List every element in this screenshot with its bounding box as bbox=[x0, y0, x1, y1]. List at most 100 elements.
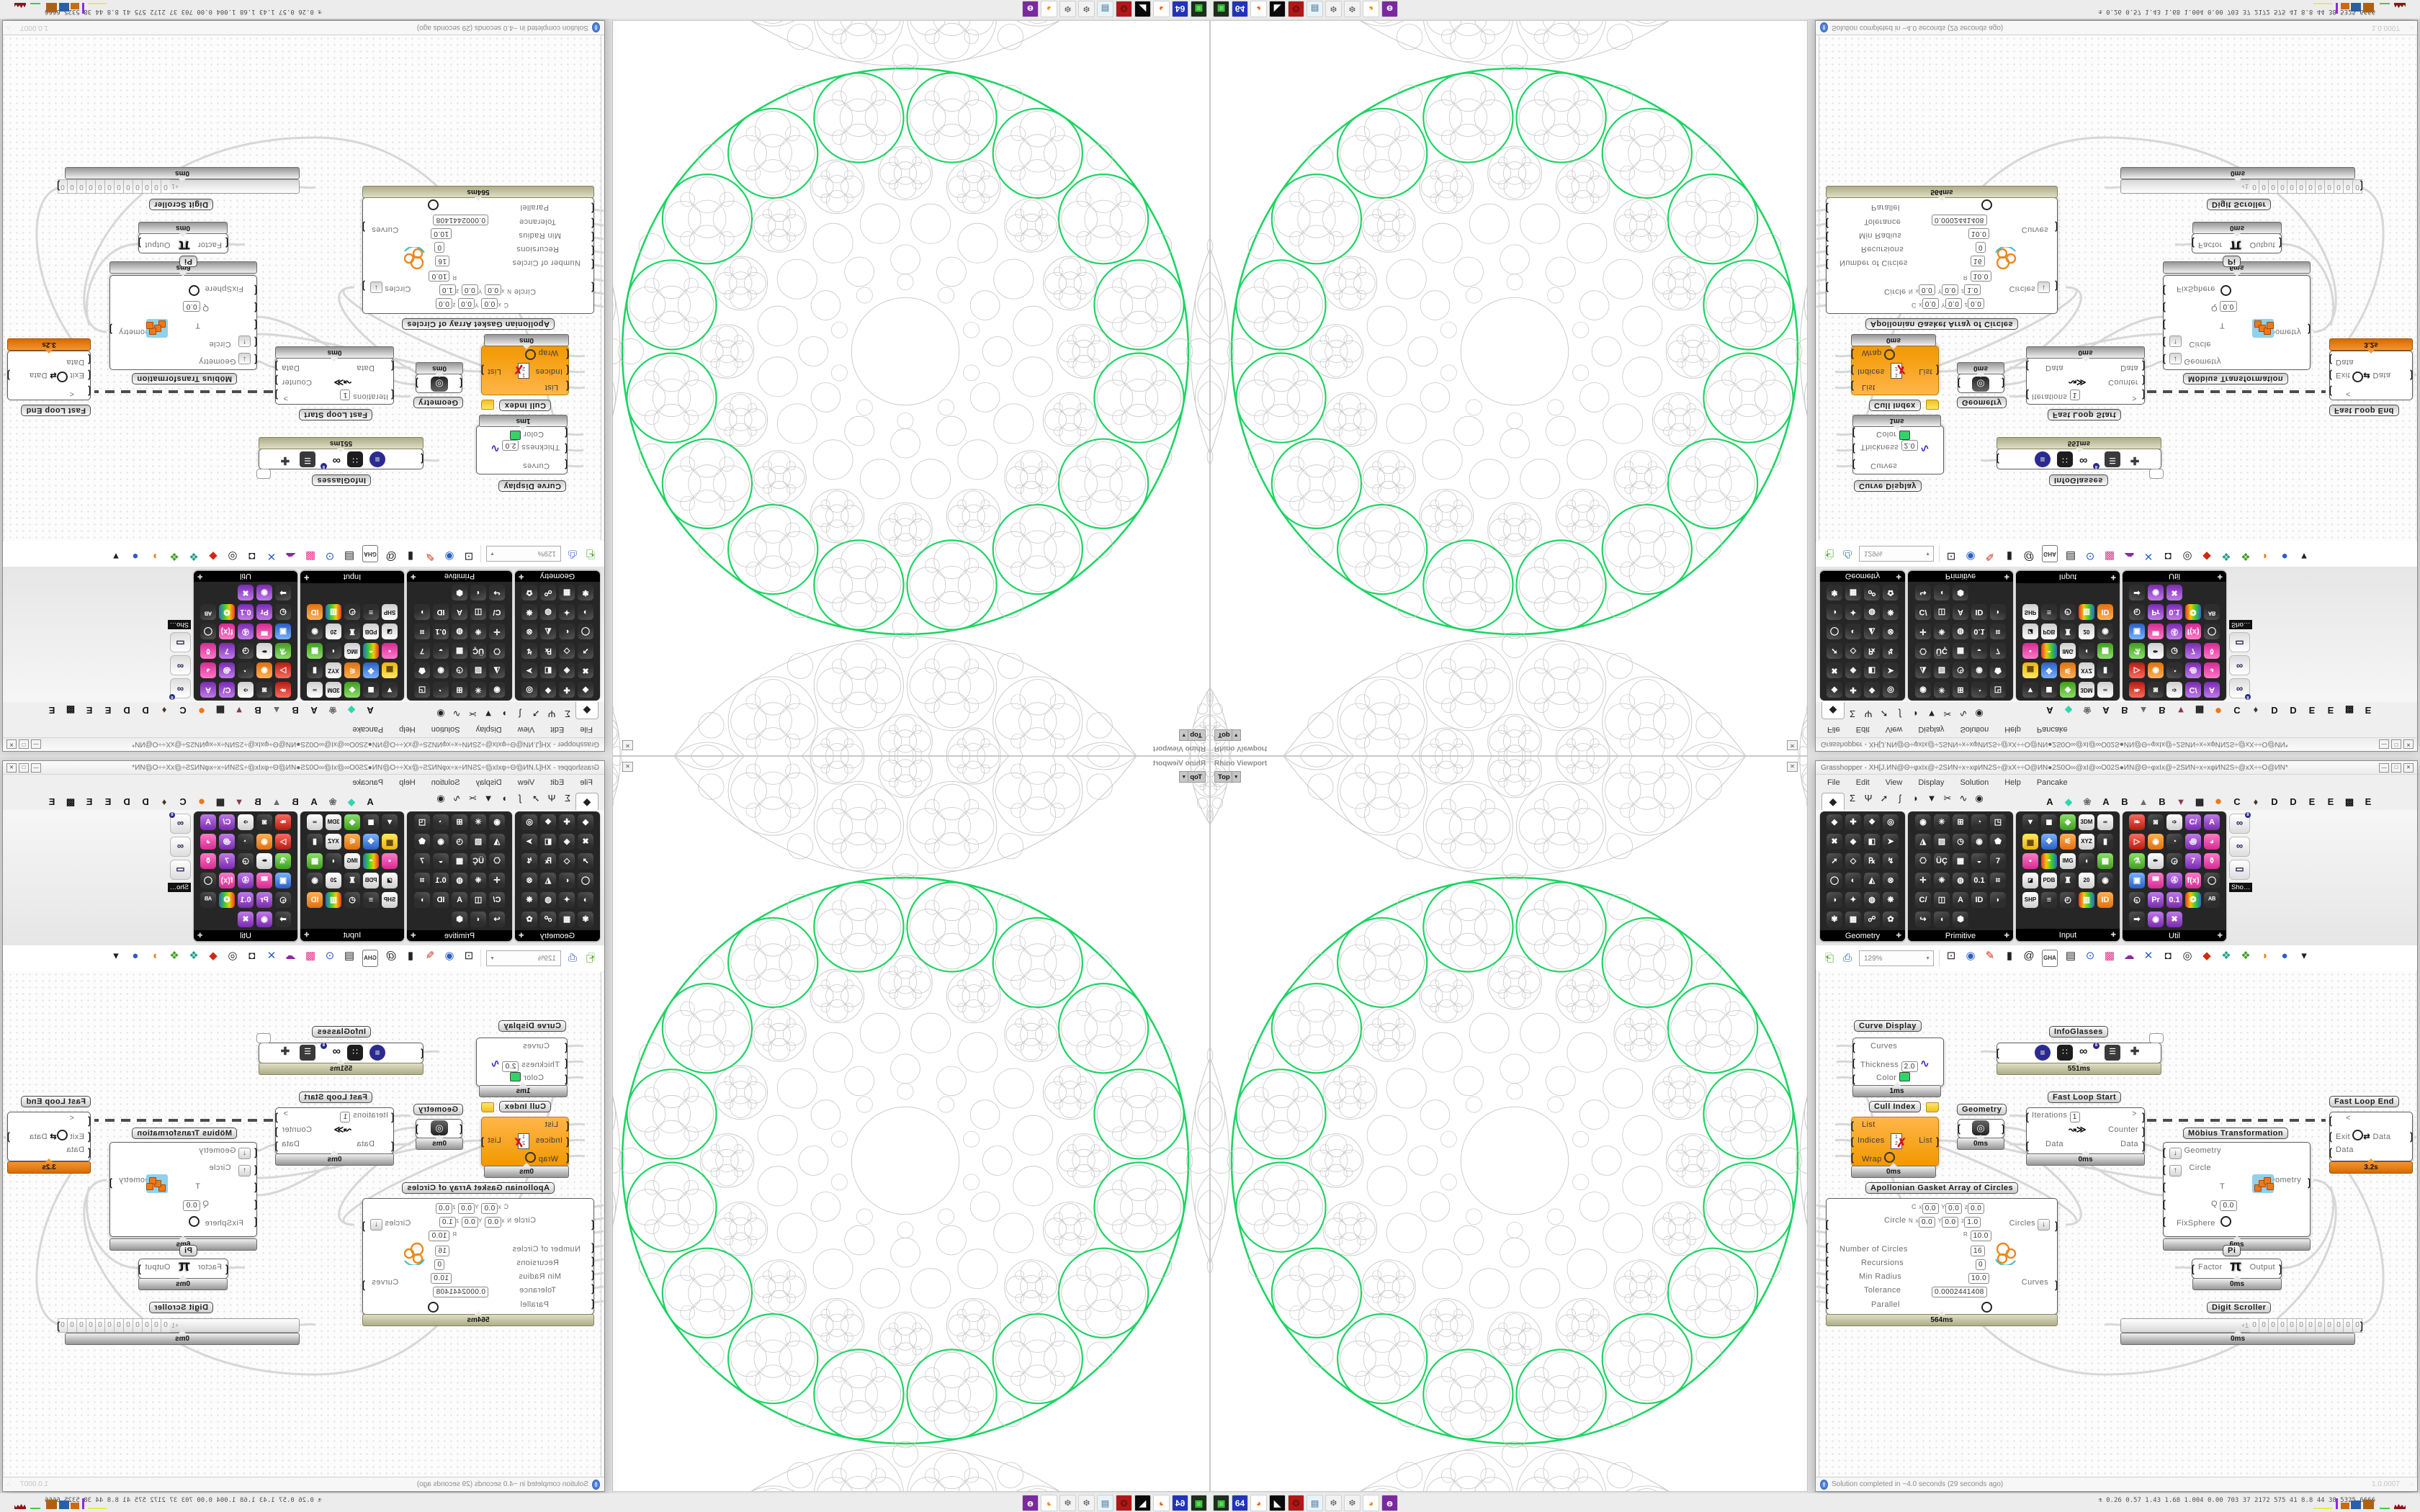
component-icon[interactable]: A bbox=[452, 892, 467, 908]
component-icon[interactable]: ↯ bbox=[1883, 853, 1899, 869]
presentation-screen-icon[interactable]: ▭ bbox=[2229, 860, 2250, 880]
plugin-tab-7[interactable]: ▼ bbox=[230, 702, 248, 716]
digit-cell[interactable]: 0 bbox=[2297, 1318, 2306, 1333]
component-icon[interactable]: ◴ bbox=[2060, 892, 2076, 908]
component-icon[interactable]: IMG bbox=[2060, 853, 2076, 869]
save-file-icon[interactable]: ⎙ bbox=[566, 952, 579, 965]
panel-expand-icon[interactable]: ✚ bbox=[411, 572, 416, 580]
menu-pancake[interactable]: Pancake bbox=[2037, 778, 2068, 787]
menu-help[interactable]: Help bbox=[399, 778, 416, 787]
panel-expand-icon[interactable]: ✚ bbox=[304, 931, 310, 939]
component-icon[interactable]: ▣ bbox=[2129, 873, 2145, 888]
component-icon[interactable]: 0.1 bbox=[238, 604, 254, 620]
component-icon[interactable]: ◯ bbox=[1827, 873, 1842, 888]
digit-scroller-slider[interactable]: +1 bbox=[169, 1318, 300, 1333]
category-tab-7[interactable]: ✂ bbox=[1940, 793, 1955, 810]
component-icon[interactable]: ◐ bbox=[559, 873, 575, 888]
toolbar-button-6[interactable]: ▤ bbox=[2064, 950, 2077, 967]
infoglasses-icon[interactable]: ∞ bbox=[170, 655, 191, 675]
component-icon[interactable]: ◷ bbox=[1953, 662, 1968, 678]
component-icon[interactable]: ◫ bbox=[470, 892, 486, 908]
digit-cell[interactable]: 0 bbox=[2259, 1318, 2269, 1333]
component-icon[interactable]: ◎ bbox=[1883, 814, 1899, 830]
plugin-tab-14[interactable]: E bbox=[2303, 796, 2321, 810]
component-icon[interactable]: ▅ bbox=[2022, 662, 2038, 678]
node-curve-display[interactable]: ❲ ❲ ❲ Curves Thickness 2.0 ∿ Color bbox=[1852, 1038, 1944, 1086]
component-icon[interactable]: ∞ bbox=[307, 682, 323, 698]
component-icon[interactable]: ⚱ bbox=[2204, 643, 2220, 659]
component-icon[interactable]: ⊗ bbox=[1883, 624, 1899, 639]
taskbar-app-maze-app-1[interactable]: ፨ bbox=[1325, 1, 1342, 17]
toolbar-button-3[interactable]: ▮ bbox=[2003, 950, 2016, 967]
node-curve-display[interactable]: ❲ ❲ ❲ Curves Thickness 2.0 ∿ Color bbox=[476, 1038, 568, 1086]
plugin-tab-5[interactable]: ▲ bbox=[2134, 702, 2153, 716]
open-file-icon[interactable]: ⎗ bbox=[584, 547, 597, 560]
node-label-geometry[interactable]: Geometry bbox=[1957, 397, 2007, 408]
toolbar-button-16[interactable]: ◗ bbox=[2259, 950, 2272, 967]
digit-cell[interactable]: 0 bbox=[76, 179, 86, 194]
component-icon[interactable]: ℞ bbox=[1864, 643, 1880, 659]
component-icon[interactable]: ❧ bbox=[2129, 814, 2145, 830]
component-icon[interactable]: IMG bbox=[344, 643, 360, 659]
digit-cell[interactable]: 0 bbox=[161, 1318, 170, 1333]
taskbar-app-emblem-red[interactable]: ✪ bbox=[1288, 1495, 1304, 1511]
toolbar-button-9[interactable]: ☁ bbox=[2123, 950, 2136, 967]
taskbar-app-firefox-2[interactable]: ◕ bbox=[1041, 1495, 1057, 1511]
component-icon[interactable]: ☍ bbox=[540, 585, 556, 600]
component-icon[interactable]: ◔ bbox=[2166, 662, 2182, 678]
component-icon[interactable]: ◪ bbox=[382, 624, 398, 639]
taskbar-app-inkscape[interactable]: ◣ bbox=[1134, 1495, 1151, 1511]
component-icon[interactable]: ◐ bbox=[1845, 873, 1861, 888]
component-icon[interactable]: 0.1 bbox=[238, 892, 254, 908]
component-icon[interactable]: 7 bbox=[219, 643, 235, 659]
component-icon[interactable]: 0.1 bbox=[1971, 624, 1987, 639]
node-label-pi[interactable]: Pi bbox=[179, 256, 197, 267]
component-icon[interactable]: ◧ bbox=[1864, 834, 1880, 850]
component-icon[interactable]: ◭ bbox=[1864, 624, 1880, 639]
component-icon[interactable]: ◼ bbox=[2041, 814, 2057, 830]
component-icon[interactable]: ◓ bbox=[363, 643, 379, 659]
toolbar-button-17[interactable]: ● bbox=[129, 950, 142, 967]
resize-grip[interactable]: ∴ bbox=[3, 1481, 10, 1488]
component-icon[interactable]: ❧ bbox=[275, 682, 291, 698]
toolbar-button-12[interactable]: ◎ bbox=[2181, 545, 2194, 562]
component-icon[interactable]: ↪ bbox=[489, 585, 505, 600]
component-icon[interactable]: 20 bbox=[2079, 873, 2094, 888]
component-icon[interactable]: ▷ bbox=[275, 662, 291, 678]
component-icon[interactable]: ➡ bbox=[2129, 912, 2145, 927]
component-icon[interactable]: ➃ bbox=[238, 624, 254, 639]
node-label-fast-loop-end[interactable]: Fast Loop End bbox=[2329, 1096, 2399, 1107]
category-tab-8[interactable]: ∿ bbox=[449, 793, 465, 810]
component-icon[interactable]: ✳ bbox=[470, 814, 486, 830]
component-icon[interactable]: ◈ bbox=[1845, 834, 1861, 850]
plugin-tab-12[interactable]: D bbox=[2265, 702, 2284, 716]
digit-cell[interactable]: 0 bbox=[151, 179, 161, 194]
taskbar-app-emblem-red[interactable]: ✪ bbox=[1116, 1495, 1132, 1511]
category-tab-1[interactable]: Σ bbox=[1845, 793, 1860, 810]
component-icon[interactable]: ꩜ bbox=[2185, 662, 2201, 678]
component-icon[interactable]: ◓ bbox=[2041, 853, 2057, 869]
component-icon[interactable]: ▨ bbox=[470, 834, 486, 850]
component-icon[interactable]: ⚱ bbox=[200, 853, 216, 869]
digit-cell[interactable]: 0 bbox=[2250, 179, 2259, 194]
component-icon[interactable]: ◉ bbox=[256, 585, 272, 600]
toolbar-button-9[interactable]: ☁ bbox=[2123, 545, 2136, 562]
infoglasses-badge-icon[interactable]: ∞ 8 bbox=[170, 678, 191, 698]
component-icon[interactable]: ◍ bbox=[540, 604, 556, 620]
taskbar-app-notepad[interactable]: ▤ bbox=[1097, 1, 1113, 17]
maximize-button[interactable]: □ bbox=[19, 763, 29, 773]
component-icon[interactable]: ❂ bbox=[219, 604, 235, 620]
grasshopper-canvas[interactable]: Curve Display ❲ ❲ ❲ Curves Thickness 2.0… bbox=[4, 971, 604, 1477]
component-icon[interactable]: ◕ bbox=[2204, 834, 2220, 850]
toolbar-button-5[interactable]: GHA bbox=[362, 545, 378, 562]
toolbar-button-14[interactable]: ❖ bbox=[187, 950, 200, 967]
plugin-tab-7[interactable]: ▼ bbox=[2172, 702, 2190, 716]
component-icon[interactable]: ⊞ bbox=[452, 682, 467, 698]
taskbar-app-firefox[interactable]: ◕ bbox=[1250, 1, 1267, 17]
component-icon[interactable]: ◕ bbox=[200, 834, 216, 850]
component-icon[interactable]: ◔ bbox=[238, 662, 254, 678]
component-icon[interactable]: ◉ bbox=[307, 624, 323, 639]
category-tab-9[interactable]: ◉ bbox=[1971, 702, 1987, 719]
